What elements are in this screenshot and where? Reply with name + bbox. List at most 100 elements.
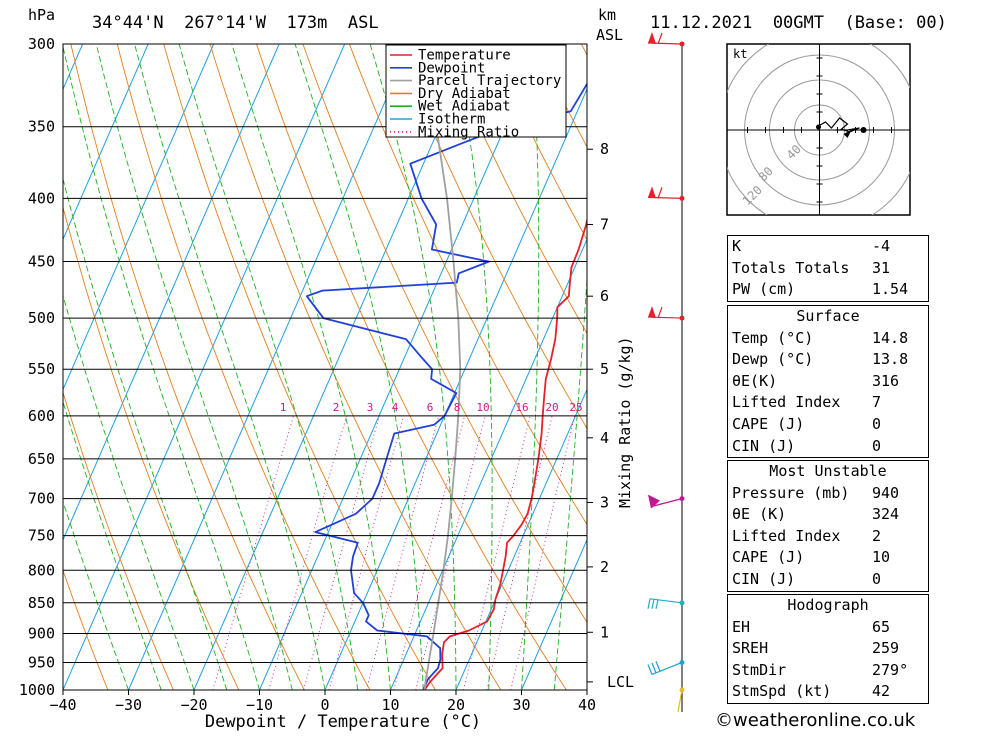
parcel-trajectory-line [419,44,460,690]
y-axis-title: hPa [28,6,55,24]
pressure-tick-label: 900 [28,624,55,642]
dry-adiabat-line [349,44,697,690]
most-unstable-table: Most Unstable Pressure (mb)940 θE (K)324… [727,460,929,592]
stmdir-value: 279° [872,660,924,682]
isotherm-line [0,44,148,690]
legend-label: Mixing Ratio [418,124,519,140]
km-tick-label: 1 [600,623,609,641]
surface-theta-label: θE(K) [732,371,777,393]
mu-cape-row: CAPE (J)10 [728,547,928,569]
x-axis-title: Dewpoint / Temperature (°C) [205,712,481,732]
surface-title: Surface [728,306,928,328]
pressure-tick-label: 450 [28,253,55,271]
wind-barb-flag [648,186,656,198]
surface-cape-value: 0 [872,414,924,436]
x-tick-label: 30 [512,696,530,714]
isotherm-line [194,44,476,690]
km-tick-label: 5 [600,360,609,378]
wind-barb [678,688,685,713]
wind-barb [648,660,685,675]
wind-barb [648,599,685,609]
pressure-tick-label: 600 [28,407,55,425]
wet-adiabat-line [554,44,598,690]
mu-theta-value: 324 [872,504,924,526]
x-tick-label: −20 [180,696,207,714]
surface-cin-label: CIN (J) [732,436,795,458]
stmdir-label: StmDir [732,660,786,682]
mixing-ratio-line [213,416,294,690]
surface-dewp-row: Dewp (°C)13.8 [728,349,928,371]
pressure-tick-label: 850 [28,594,55,612]
datetime-title: 11.12.2021 00GMT (Base: 00) [650,13,947,33]
surface-dewp-value: 13.8 [872,349,924,371]
mixing-ratio-label: 3 [367,401,374,414]
mixing-ratio-line [394,416,465,690]
sreh-row: SREH 259 [728,638,928,660]
isotherm-line [129,44,411,690]
mixing-ratio-label: 4 [392,401,399,414]
mixing-ratio-label: 16 [515,401,528,414]
surface-cin-row: CIN (J) 0 [728,436,928,458]
wet-adiabat-line [62,44,259,690]
pressure-tick-label: 750 [28,527,55,545]
sreh-label: SREH [732,638,768,660]
pressure-tick-label: 550 [28,360,55,378]
hodograph-unit-label: kt [733,47,747,61]
hodograph-title: Hodograph [728,595,928,617]
surface-cin-value: 0 [872,436,924,458]
wind-barb-feather [648,664,652,674]
hodograph-point [861,127,867,133]
mixing-ratio-label: 1 [280,401,287,414]
pressure-tick-label: 350 [28,118,55,136]
wind-barb-shaft [650,599,682,603]
km-axis-title: km [598,6,616,24]
pressure-tick-label: 700 [28,490,55,508]
sreh-value: 259 [872,638,924,660]
x-tick-label: −30 [115,696,142,714]
pressure-tick-label: 650 [28,450,55,468]
wind-barb-feather [648,599,650,609]
pressure-tick-label: 400 [28,189,55,207]
dry-adiabat-line [164,44,436,690]
dry-adiabat-line [117,44,370,690]
mu-cape-label: CAPE (J) [732,547,804,569]
wet-adiabat-line [232,44,391,690]
wind-barb [648,306,685,321]
mixing-ratio-label: 25 [569,401,582,414]
eh-value: 65 [872,617,924,639]
surface-temp-value: 14.8 [872,328,924,350]
wind-barb-feather [652,663,656,673]
wind-barb-feather [658,187,662,198]
wind-barb-flag [648,306,656,318]
pressure-tick-label: 950 [28,653,55,671]
surface-theta-value: 316 [872,371,924,393]
km-tick-label: 3 [600,493,609,511]
wind-barb-shaft [678,690,682,712]
pw-label: PW (cm) [732,279,795,301]
wet-adiabat-line [295,44,423,690]
mixing-ratio-line [329,416,404,690]
mu-theta-label: θE (K) [732,504,786,526]
km-tick-label: 2 [600,558,609,576]
mixing-ratio-line [511,416,575,690]
wind-barb [648,32,685,47]
km-tick-label: LCL [607,673,634,691]
wind-barb [648,186,685,201]
dry-adiabat-line [0,44,173,690]
totals-totals-value: 31 [872,258,924,280]
pressure-tick-label: 500 [28,309,55,327]
isotherm-line [63,44,345,690]
wet-adiabat-line [0,44,161,690]
pressure-tick-label: 300 [28,35,55,53]
mu-pressure-row: Pressure (mb)940 [728,483,928,505]
k-index-row: K-4 [728,236,928,258]
mixing-ratio-label: 2 [333,401,340,414]
km-tick-label: 4 [600,429,609,447]
wind-barb-feather [656,600,658,609]
